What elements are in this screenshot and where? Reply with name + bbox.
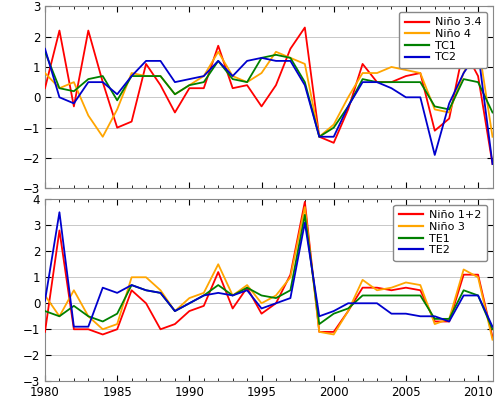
Legend: Niño 1+2, Niño 3, TE1, TE2: Niño 1+2, Niño 3, TE1, TE2 [394, 205, 487, 261]
Legend: Niño 3.4, Niño 4, TC1, TC2: Niño 3.4, Niño 4, TC1, TC2 [399, 12, 487, 68]
